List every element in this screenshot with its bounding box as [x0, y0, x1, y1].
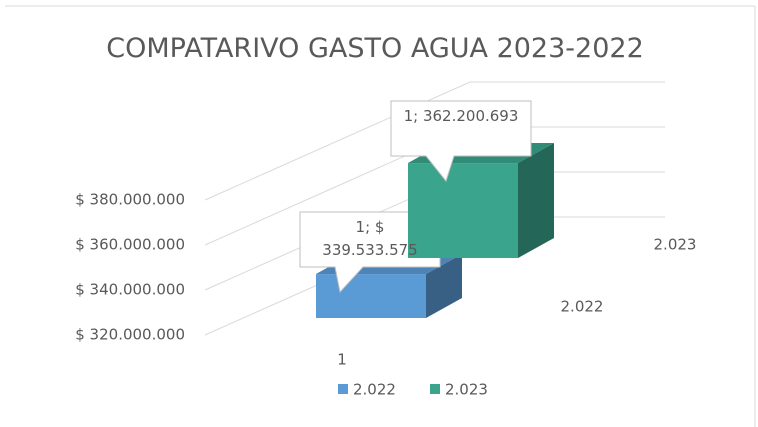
legend-label: 2.023 — [445, 381, 488, 399]
callout-box — [390, 100, 532, 183]
y-tick-label: $ 340.000.000 — [75, 281, 185, 299]
data-label: 1; $ 339.533.575 — [322, 218, 418, 260]
y-tick-label: $ 360.000.000 — [75, 236, 185, 254]
y-tick-label: $ 320.000.000 — [75, 326, 185, 344]
bar — [408, 163, 518, 258]
y-tick-label: $ 380.000.000 — [75, 191, 185, 209]
depth-label: 2.023 — [654, 236, 697, 254]
bar-side — [518, 143, 554, 258]
legend-swatch — [430, 384, 440, 394]
depth-label: 2.022 — [561, 298, 604, 316]
chart-title: COMPATARIVO GASTO AGUA 2023-2022 — [106, 33, 644, 64]
bar-side — [426, 254, 462, 318]
grid-line — [204, 81, 665, 201]
x-tick-label: 1 — [337, 351, 347, 369]
legend-swatch — [338, 384, 348, 394]
data-label: 1; 362.200.693 — [403, 107, 519, 126]
bar — [316, 274, 426, 318]
legend-label: 2.022 — [353, 381, 396, 399]
